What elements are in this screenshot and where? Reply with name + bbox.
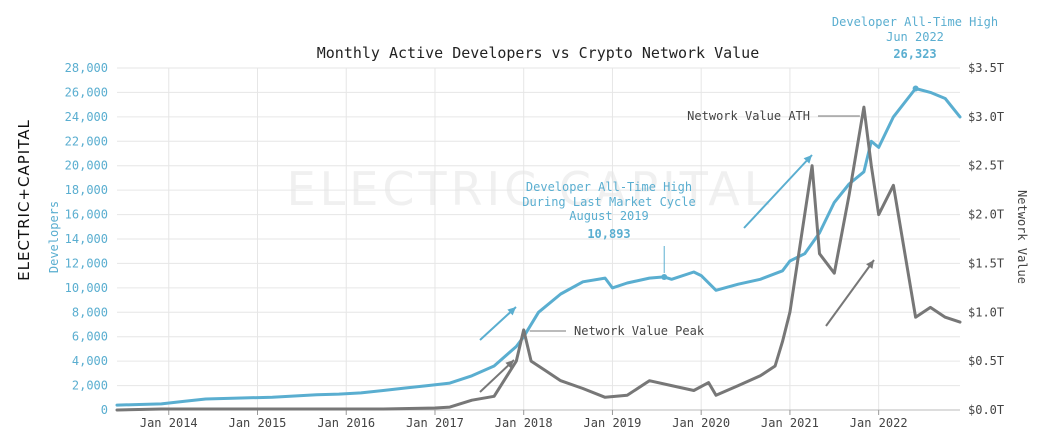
- x-ticks: Jan 2014 Jan 2015 Jan 2016 Jan 2017 Jan 2018…: [140, 410, 908, 430]
- grid: [117, 67, 960, 411]
- cycle-ath-date: August 2019: [569, 209, 648, 223]
- y-tick-label: 8,000: [72, 305, 108, 319]
- cycle-ath-marker: [661, 273, 668, 280]
- y2-tick-label: $1.0T: [968, 305, 1004, 319]
- y-tick-label: 4,000: [72, 354, 108, 368]
- y2-tick-label: $3.5T: [968, 61, 1004, 75]
- cycle-ath-sub: During Last Market Cycle: [522, 195, 695, 209]
- y2-axis-label: Network Value: [1015, 190, 1029, 284]
- y-tick-label: 24,000: [65, 110, 108, 124]
- x-tick-label: Jan 2021: [761, 416, 819, 430]
- y-tick-label: 0: [101, 403, 108, 417]
- trend-arrow-dev-2021-head: [803, 155, 812, 164]
- cycle-ath-value: 10,893: [587, 227, 630, 241]
- chart-title: Monthly Active Developers vs Crypto Netw…: [317, 44, 760, 62]
- y-axis-label: Developers: [47, 201, 61, 273]
- trend-arrow-nv-2021: [825, 259, 875, 327]
- y-tick-label: 12,000: [65, 256, 108, 270]
- y2-tick-label: $3.0T: [968, 110, 1004, 124]
- y-tick-label: 2,000: [72, 379, 108, 393]
- y2-tick-label: $0.0T: [968, 403, 1004, 417]
- ath-date: Jun 2022: [886, 30, 944, 44]
- y2-ticks: $0.0T $0.5T $1.0T $1.5T $2.0T $2.5T $3.0T $3.5T: [968, 61, 1004, 417]
- ath-marker: [912, 85, 919, 92]
- series-line-developers: [115, 87, 962, 407]
- y2-tick-label: $2.5T: [968, 159, 1004, 173]
- y-tick-label: 28,000: [65, 61, 108, 75]
- y2-tick-label: $0.5T: [968, 354, 1004, 368]
- trend-arrow-dev-2017-head: [507, 307, 516, 316]
- x-tick-label: Jan 2019: [584, 416, 642, 430]
- x-tick-label: Jan 2014: [140, 416, 198, 430]
- watermark: ELECTRIC CAPITAL: [287, 162, 774, 216]
- y-tick-label: 6,000: [72, 330, 108, 344]
- x-tick-label: Jan 2017: [406, 416, 464, 430]
- y-tick-label: 10,000: [65, 281, 108, 295]
- x-tick-label: Jan 2022: [850, 416, 908, 430]
- ath-label: Developer All-Time High: [832, 15, 998, 29]
- y2-tick-label: $1.5T: [968, 256, 1004, 270]
- y-tick-label: 14,000: [65, 232, 108, 246]
- trend-arrow-nv-2017-head: [505, 360, 514, 369]
- y2-tick-label: $2.0T: [968, 208, 1004, 222]
- x-tick-label: Jan 2015: [229, 416, 287, 430]
- y-tick-label: 18,000: [65, 183, 108, 197]
- x-tick-label: Jan 2018: [495, 416, 553, 430]
- y-tick-label: 20,000: [65, 159, 108, 173]
- y-tick-label: 26,000: [65, 85, 108, 99]
- trend-arrow-dev-2021: [743, 154, 813, 229]
- x-tick-label: Jan 2020: [672, 416, 730, 430]
- series-line-network-value: [115, 105, 962, 412]
- trend-arrows: [479, 154, 875, 393]
- y-ticks: 0 2,000 4,000 6,000 8,000 10,000 12,000 14,000 1…: [65, 61, 108, 417]
- nv-peak-label: Network Value Peak: [574, 324, 705, 338]
- cycle-ath-label: Developer All-Time High: [526, 180, 692, 194]
- ath-value: 26,323: [893, 47, 936, 61]
- y-tick-label: 16,000: [65, 208, 108, 222]
- trend-arrow-nv-2021-head: [866, 260, 874, 269]
- y-tick-label: 22,000: [65, 134, 108, 148]
- series: [115, 87, 962, 412]
- x-tick-label: Jan 2016: [317, 416, 375, 430]
- trend-arrow-dev-2017: [479, 306, 517, 341]
- nv-ath-label: Network Value ATH: [687, 109, 810, 123]
